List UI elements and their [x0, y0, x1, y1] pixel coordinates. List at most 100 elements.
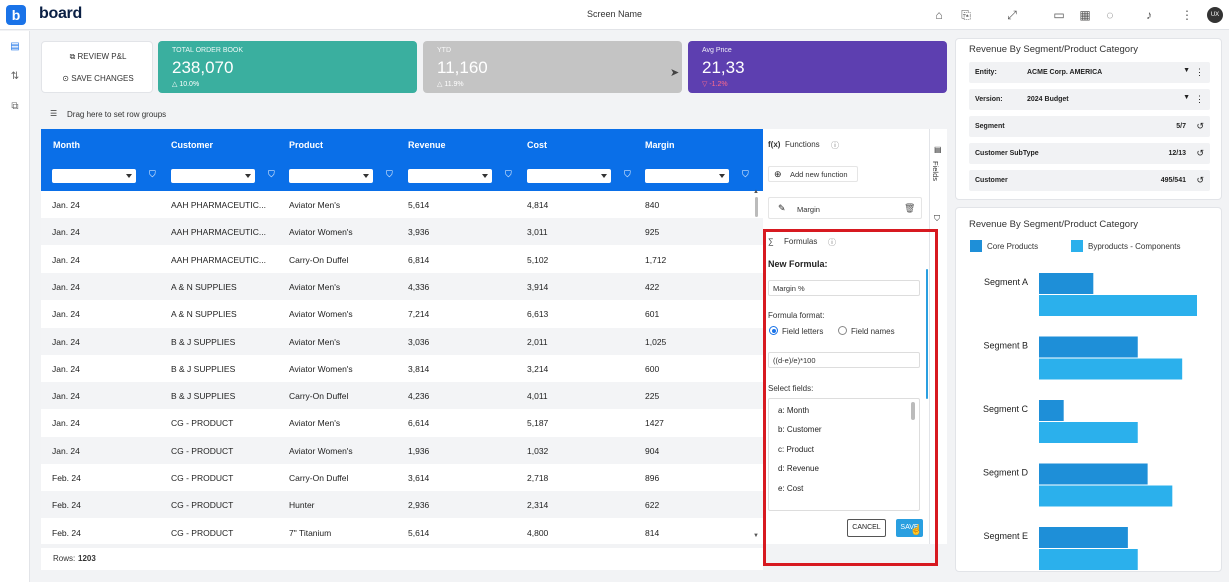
row-group-drop-zone[interactable]: ☰ Drag here to set row groups [41, 104, 763, 126]
filter-icon[interactable]: ⛉ [386, 169, 393, 179]
filter-select-cost[interactable] [527, 169, 611, 183]
table-row[interactable]: Jan. 24 A & N SUPPLIES Aviator Men's 4,336 3… [41, 272, 763, 300]
table-cell[interactable]: 3,036 [408, 336, 430, 347]
table-cell[interactable]: 225 [645, 391, 660, 402]
legend-core-products[interactable]: Core Products [987, 242, 1039, 251]
table-cell[interactable]: Feb. 24 [52, 500, 81, 511]
table-cell[interactable]: Jan. 24 [52, 309, 80, 320]
home-icon[interactable]: ⌂ [935, 8, 943, 22]
table-cell[interactable]: B & J SUPPLIES [171, 336, 236, 347]
filter-icon[interactable]: ⛉ [742, 169, 749, 179]
table-cell[interactable]: B & J SUPPLIES [171, 363, 236, 374]
field-item[interactable]: b: Customer [778, 425, 822, 434]
table-cell[interactable]: 6,613 [527, 309, 549, 320]
formula-expression-input[interactable]: ((d-e)/e)*100 [768, 352, 920, 368]
filter-select-revenue[interactable] [408, 169, 492, 183]
column-header-cost[interactable]: Cost [527, 140, 547, 150]
column-header-revenue[interactable]: Revenue [408, 140, 446, 150]
board-logo-icon[interactable]: b [6, 5, 26, 25]
table-row[interactable]: Jan. 24 CG - PRODUCT Aviator Women's 1,936 1… [41, 436, 763, 464]
table-cell[interactable]: 1,032 [527, 445, 549, 456]
table-cell[interactable]: 601 [645, 309, 660, 320]
selector-customer[interactable]: Customer 495/541 ↺ [969, 170, 1210, 191]
table-cell[interactable]: Jan. 24 [52, 445, 80, 456]
pencil-icon[interactable]: ✎ [778, 203, 786, 213]
table-cell[interactable]: 2,314 [527, 500, 549, 511]
save-button[interactable]: SAVE [896, 519, 923, 537]
bar-byproducts[interactable] [1039, 358, 1183, 380]
bar-core[interactable] [1039, 273, 1094, 294]
table-row[interactable]: Feb. 24 CG - PRODUCT Hunter 2,936 2,314 622 [41, 491, 763, 519]
table-cell[interactable]: 4,236 [408, 391, 430, 402]
table-cell[interactable]: 422 [645, 281, 660, 292]
table-cell[interactable]: Hunter [289, 500, 315, 511]
kpi-ytd[interactable]: YTD 11,160 △ 11.9% ➤ [423, 41, 682, 93]
table-cell[interactable]: 6,614 [408, 418, 430, 429]
info-icon[interactable]: ⓘ [831, 141, 839, 150]
table-cell[interactable]: Jan. 24 [52, 363, 80, 374]
table-cell[interactable]: 4,011 [527, 391, 548, 402]
filter-icon[interactable]: ⛉ [934, 214, 940, 223]
table-cell[interactable]: 2,936 [408, 500, 430, 511]
table-cell[interactable]: CG - PRODUCT [171, 527, 234, 538]
field-list-scrollbar[interactable] [911, 402, 915, 420]
bar-core[interactable] [1039, 336, 1138, 358]
table-cell[interactable]: CG - PRODUCT [171, 500, 234, 511]
table-cell[interactable]: 1427 [645, 418, 664, 429]
table-cell[interactable]: 3,214 [527, 363, 549, 374]
table-cell[interactable]: 3,814 [408, 363, 430, 374]
table-cell[interactable]: 814 [645, 527, 660, 538]
add-function-button[interactable]: ⊕ Add new function [768, 166, 858, 182]
table-cell[interactable]: 7" Titanium [289, 527, 332, 538]
table-cell[interactable]: AAH PHARMACEUTIC... [171, 200, 266, 210]
table-cell[interactable]: 2,011 [527, 336, 548, 347]
table-cell[interactable]: AAH PHARMACEUTIC... [171, 254, 266, 265]
table-cell[interactable]: Aviator Men's [289, 281, 341, 292]
table-cell[interactable]: Jan. 24 [52, 391, 80, 402]
table-row[interactable]: Jan. 24 B & J SUPPLIES Aviator Men's 3,036 2… [41, 327, 763, 355]
table-row[interactable]: Feb. 24 CG - PRODUCT 7" Titanium 5,614 4,800… [41, 519, 763, 544]
selector-version[interactable]: Version: 2024 Budget ▼ ⋮ [969, 89, 1210, 110]
table-cell[interactable]: A & N SUPPLIES [171, 309, 237, 320]
table-row[interactable]: Jan. 24 AAH PHARMACEUTIC... Carry-On Duffe… [41, 246, 763, 273]
comment-icon[interactable]: ▭ [1053, 8, 1065, 22]
table-cell[interactable]: Jan. 24 [52, 227, 80, 238]
table-row[interactable]: Jan. 24 B & J SUPPLIES Aviator Women's 3,81… [41, 355, 763, 382]
field-item[interactable]: e: Cost [778, 484, 804, 493]
table-cell[interactable]: 896 [645, 473, 660, 483]
dashboard-icon[interactable]: ▤ [10, 41, 20, 52]
table-cell[interactable]: 3,614 [408, 473, 430, 483]
filter-icon[interactable]: ⛉ [268, 169, 275, 179]
filter-select-product[interactable] [289, 169, 373, 183]
table-cell[interactable]: Aviator Women's [289, 227, 353, 238]
table-cell[interactable]: Carry-On Duffel [289, 391, 349, 402]
table-cell[interactable]: Aviator Women's [289, 309, 353, 320]
reset-icon[interactable]: ↺ [1196, 148, 1204, 158]
table-cell[interactable]: 1,025 [645, 336, 667, 347]
table-cell[interactable]: Jan. 24 [52, 418, 80, 429]
kpi-avg-price[interactable]: Avg Price 21,33 ▽ -1.2% [688, 41, 947, 93]
table-cell[interactable]: Feb. 24 [52, 527, 81, 538]
table-cell[interactable]: 6,814 [408, 254, 430, 265]
table-cell[interactable]: 5,102 [527, 254, 549, 265]
table-cell[interactable]: Jan. 24 [52, 281, 80, 292]
bar-byproducts[interactable] [1039, 422, 1138, 443]
table-cell[interactable]: 3,936 [408, 227, 430, 238]
table-cell[interactable]: Jan. 24 [52, 336, 80, 347]
table-cell[interactable]: 4,800 [527, 527, 549, 538]
field-list[interactable]: a: Month b: Customer c: Product d: Reven… [768, 398, 920, 511]
table-cell[interactable]: CG - PRODUCT [171, 418, 234, 429]
selector-segment[interactable]: Segment 5/7 ↺ [969, 116, 1210, 137]
layout-icon[interactable]: ▦ [1079, 8, 1091, 22]
bar-core[interactable] [1039, 463, 1148, 485]
chat-icon[interactable]: ◌ [1106, 8, 1114, 22]
table-cell[interactable]: Aviator Men's [289, 200, 341, 210]
table-cell[interactable]: A & N SUPPLIES [171, 281, 237, 292]
cancel-button[interactable]: CANCEL [847, 519, 886, 537]
more-icon[interactable]: ⋮ [1181, 8, 1193, 22]
table-cell[interactable]: Aviator Women's [289, 445, 353, 456]
table-cell[interactable]: Aviator Men's [289, 418, 341, 429]
fields-side-tab[interactable]: ▤ Fields ⛉ [929, 129, 947, 544]
caret-down-icon[interactable]: ▼ [1183, 94, 1190, 101]
reset-icon[interactable]: ↺ [1196, 121, 1204, 131]
